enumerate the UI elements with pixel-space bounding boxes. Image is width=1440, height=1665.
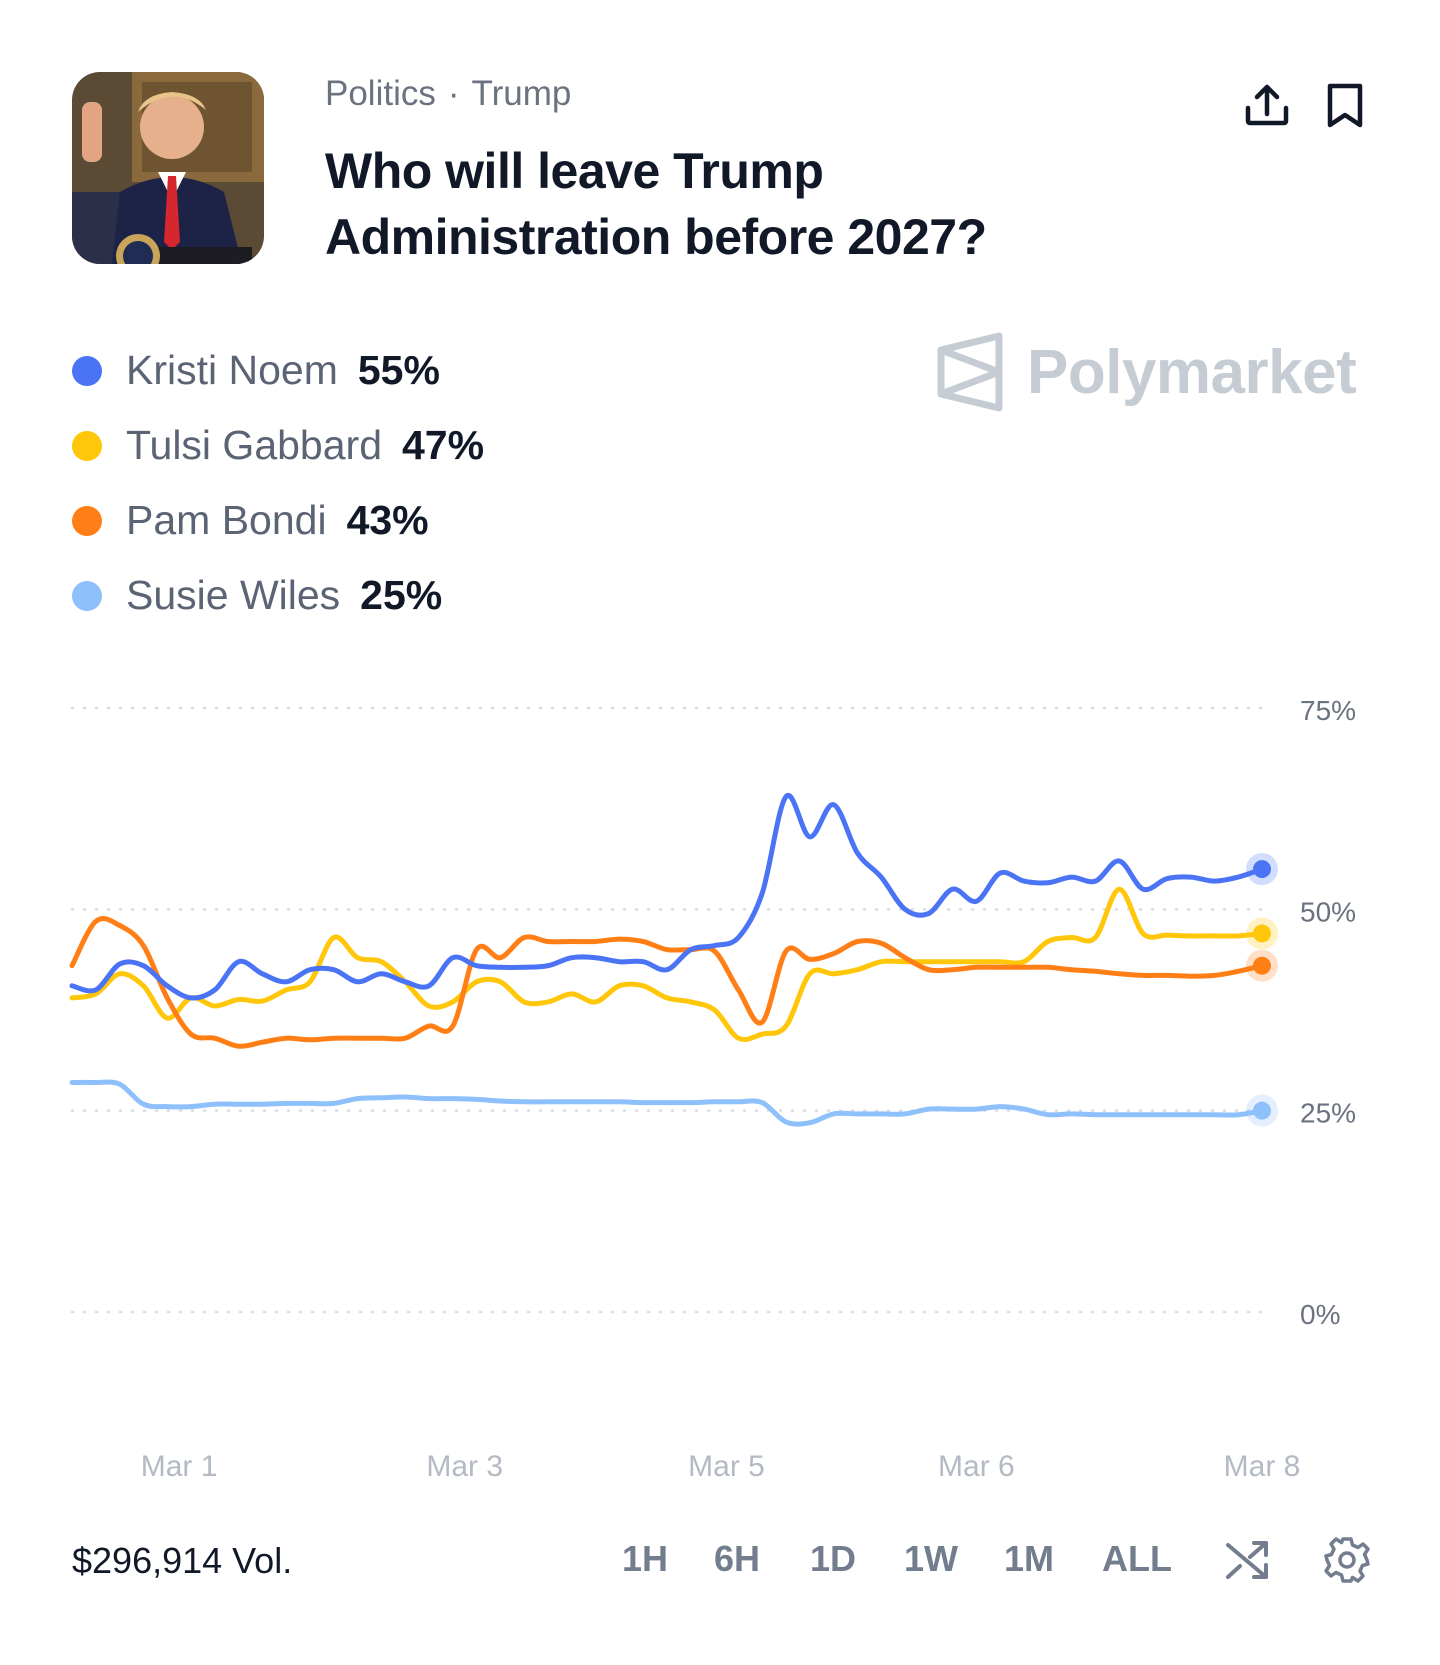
y-tick-label: 0%: [1300, 1299, 1340, 1330]
share-button[interactable]: [1240, 78, 1294, 132]
chart-footer: $296,914 Vol. 1H 6H 1D 1W 1M ALL: [0, 1530, 1440, 1590]
y-tick-label: 25%: [1300, 1098, 1356, 1129]
series-endpoint-tulsi-gabbard: [1253, 924, 1271, 943]
bookmark-icon: [1327, 83, 1363, 128]
series-line-kristi-noem: [69, 792, 1265, 1001]
y-tick-label: 50%: [1300, 896, 1356, 927]
legend-value: 47%: [402, 422, 485, 468]
category-link[interactable]: Politics: [325, 74, 436, 113]
series-line-tulsi-gabbard: [69, 886, 1265, 1043]
x-tick-label: Mar 1: [141, 1450, 218, 1480]
price-history-chart[interactable]: 75% 50% 25% 0% Mar 1 Mar 3 Mar 5 Mar 6 Mar 8: [0, 680, 1440, 1480]
legend-name: Kristi Noem: [126, 347, 338, 393]
share-icon: [1245, 84, 1289, 126]
outcome-legend: Kristi Noem 55% Tulsi Gabbard 47% Pam Bo…: [72, 333, 484, 633]
legend-item-pam-bondi[interactable]: Pam Bondi 43%: [72, 483, 484, 558]
chart-gridlines: [70, 706, 1264, 1314]
breadcrumb-separator: ·: [447, 74, 460, 113]
legend-value: 43%: [346, 497, 429, 543]
x-tick-label: Mar 8: [1224, 1450, 1301, 1480]
legend-dot: [72, 355, 102, 386]
legend-name: Tulsi Gabbard: [126, 422, 382, 468]
series-line-susie-wiles: [69, 1079, 1265, 1127]
gear-icon: [1324, 1537, 1370, 1583]
polymarket-watermark: Polymarket: [935, 332, 1357, 412]
legend-dot: [72, 580, 102, 611]
legend-item-susie-wiles[interactable]: Susie Wiles 25%: [72, 558, 484, 633]
series-line-pam-bondi: [69, 916, 1265, 1049]
legend-name: Pam Bondi: [126, 497, 327, 543]
series-endpoint-pam-bondi: [1253, 956, 1271, 975]
legend-dot: [72, 430, 102, 461]
tag-link[interactable]: Trump: [471, 74, 572, 113]
legend-item-kristi-noem[interactable]: Kristi Noem 55%: [72, 333, 484, 408]
chart-series: [69, 792, 1278, 1127]
volume-label: $296,914 Vol.: [72, 1540, 293, 1581]
bookmark-button[interactable]: [1318, 78, 1372, 132]
x-tick-label: Mar 5: [688, 1450, 765, 1480]
range-6h-button[interactable]: 6H: [714, 1538, 761, 1579]
x-tick-label: Mar 6: [938, 1450, 1015, 1480]
y-axis-ticks: 75% 50% 25% 0%: [1300, 695, 1356, 1330]
settings-button[interactable]: [1322, 1535, 1372, 1585]
series-endpoint-kristi-noem: [1253, 860, 1271, 879]
range-1m-button[interactable]: 1M: [1004, 1538, 1055, 1579]
breadcrumb: Politics · Trump: [325, 74, 571, 114]
legend-value: 55%: [357, 347, 440, 393]
series-endpoint-susie-wiles: [1253, 1101, 1271, 1120]
range-1w-button[interactable]: 1W: [904, 1538, 958, 1579]
shuffle-button[interactable]: [1222, 1535, 1272, 1585]
legend-dot: [72, 505, 102, 536]
brand-name: Polymarket: [1027, 337, 1357, 407]
range-all-button[interactable]: ALL: [1102, 1538, 1172, 1579]
x-tick-label: Mar 3: [426, 1450, 503, 1480]
market-thumbnail: [72, 72, 264, 264]
range-1d-button[interactable]: 1D: [810, 1538, 857, 1579]
legend-value: 25%: [360, 572, 443, 618]
range-1h-button[interactable]: 1H: [622, 1538, 669, 1579]
portrait-image: [72, 72, 264, 264]
legend-name: Susie Wiles: [126, 572, 341, 618]
polymarket-logo-icon: [937, 332, 1003, 412]
y-tick-label: 75%: [1300, 695, 1356, 726]
shuffle-icon: [1226, 1541, 1268, 1579]
x-axis-ticks: Mar 1 Mar 3 Mar 5 Mar 6 Mar 8: [141, 1450, 1301, 1480]
market-title: Who will leave Trump Administration befo…: [325, 143, 987, 265]
legend-item-tulsi-gabbard[interactable]: Tulsi Gabbard 47%: [72, 408, 484, 483]
